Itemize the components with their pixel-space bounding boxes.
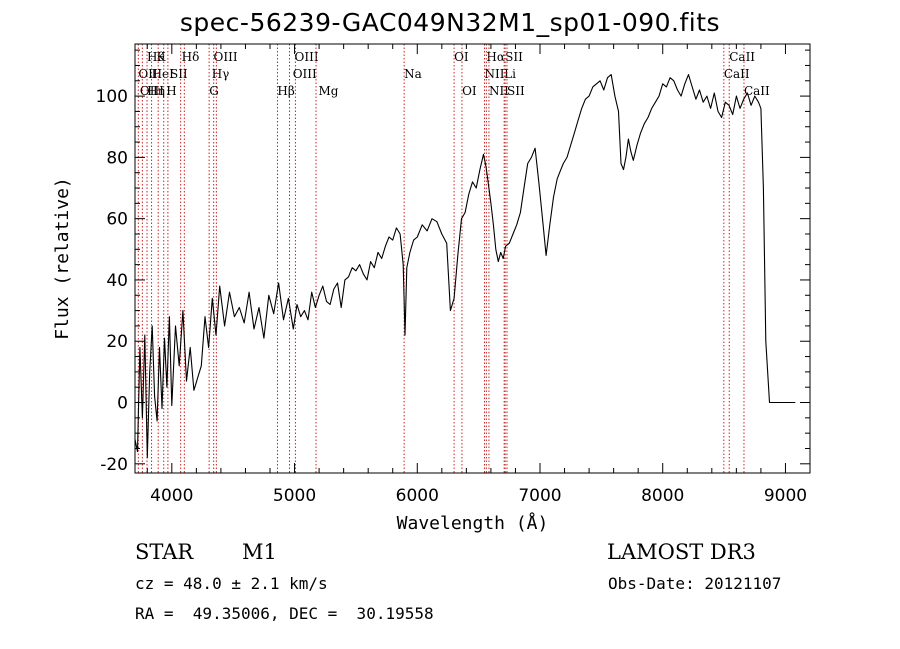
line-marker-label: Hθ — [147, 50, 165, 64]
line-marker-label: NII — [489, 84, 509, 98]
line-marker-label: OIII — [214, 50, 238, 64]
spectrum-line — [134, 74, 796, 459]
x-tick-label: 5000 — [273, 486, 316, 506]
x-axis-label: Wavelength (Å) — [397, 512, 549, 534]
survey-name: LAMOST DR3 — [607, 540, 756, 564]
line-marker-label: OII — [138, 67, 158, 81]
y-tick-label: 60 — [106, 210, 128, 230]
plot-frame — [134, 43, 811, 474]
chart-title: spec-56239-GAC049N32M1_sp01-090.fits — [179, 8, 721, 37]
line-marker-label: Li — [504, 67, 516, 81]
x-tick-label: 7000 — [518, 486, 561, 506]
x-tick-label: 9000 — [764, 486, 807, 506]
line-marker-label: OI — [454, 50, 469, 64]
line-marker-label: Hα — [486, 50, 505, 64]
y-tick-label: 20 — [106, 332, 128, 352]
redshift-info: cz = 48.0 ± 2.1 km/s — [135, 574, 328, 593]
line-marker-label: Mg — [318, 84, 338, 98]
line-marker-label: Hη — [147, 84, 165, 98]
line-marker-label: OI — [462, 84, 477, 98]
line-marker-label: Hβ — [277, 84, 294, 98]
line-marker-label: NII — [485, 67, 505, 81]
line-marker-label: SII — [505, 50, 523, 64]
y-axis-label: Flux (relative) — [52, 177, 73, 340]
line-marker-label: OIII — [295, 50, 319, 64]
line-marker-label: Na — [404, 67, 422, 81]
line-marker-label: OIII — [293, 67, 317, 81]
coordinates: RA = 49.35006, DEC = 30.19558 — [135, 604, 434, 623]
line-marker-label: SII — [507, 84, 525, 98]
x-tick-label: 6000 — [396, 486, 439, 506]
object-subclass: M1 — [242, 540, 277, 564]
object-class: STAR — [135, 540, 194, 564]
line-marker-label: Hδ — [182, 50, 200, 64]
y-tick-label: 80 — [106, 148, 128, 168]
line-marker-label: K — [156, 50, 166, 64]
line-marker-label: CaII — [729, 50, 755, 64]
y-tick-label: 40 — [106, 271, 128, 291]
line-marker-label: CaII — [744, 84, 770, 98]
line-marker-label: G — [209, 84, 219, 98]
line-marker-label: HeI — [152, 67, 175, 81]
line-marker-label: CaII — [724, 67, 750, 81]
y-tick-label: 100 — [96, 87, 128, 107]
line-marker-label: SII — [170, 67, 188, 81]
line-marker-label: Hγ — [212, 67, 230, 81]
x-tick-label: 8000 — [641, 486, 684, 506]
x-tick-label: 4000 — [150, 486, 193, 506]
y-tick-label: 0 — [117, 394, 128, 414]
y-tick-label: -20 — [100, 455, 128, 475]
line-marker-label: H — [166, 84, 176, 98]
obs-date: Obs-Date: 20121107 — [608, 574, 782, 593]
